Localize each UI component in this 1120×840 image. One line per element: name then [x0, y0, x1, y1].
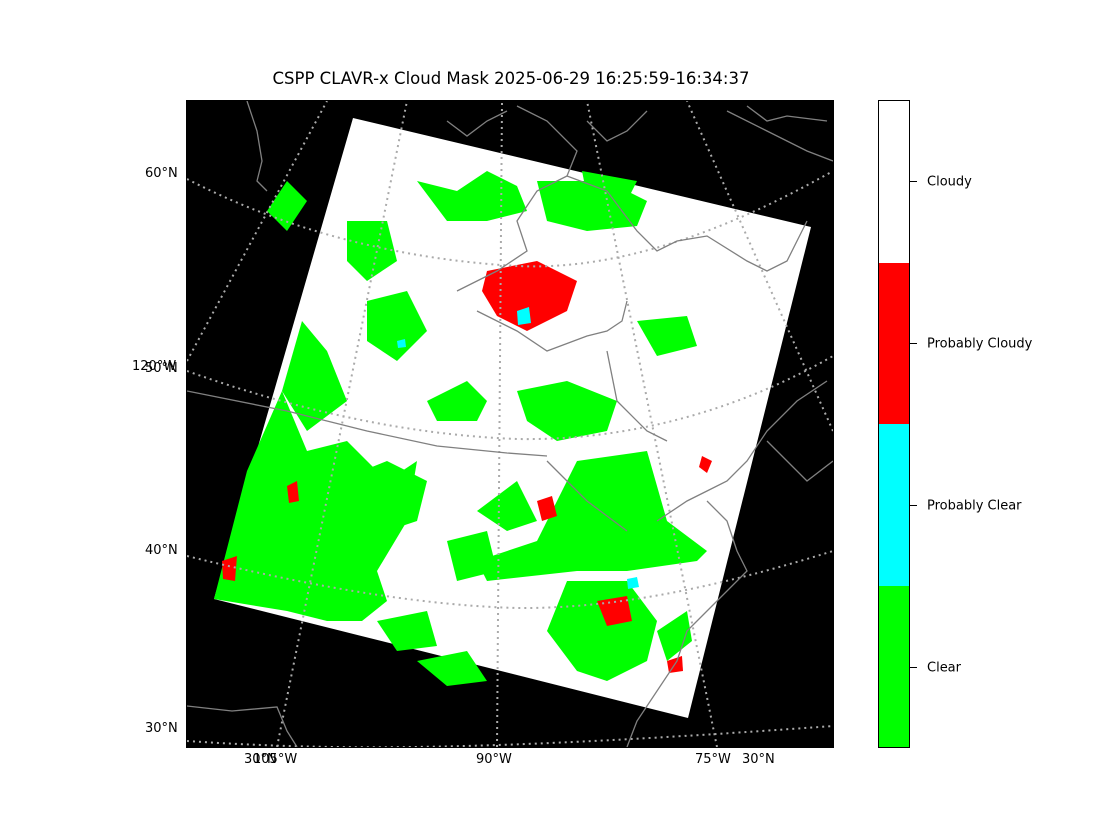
lat-label-50: 50°N	[145, 361, 178, 376]
coastlines-borders	[187, 101, 833, 747]
plot-title: CSPP CLAVR-x Cloud Mask 2025-06-29 16:25…	[272, 69, 750, 88]
map-canvas	[187, 101, 833, 747]
lon-label-120: 120°W	[132, 359, 177, 374]
colorbar-tick	[910, 667, 917, 668]
colorbar-tick	[910, 343, 917, 344]
legend-label-cloudy: Cloudy	[927, 174, 972, 190]
colorbar-segment-probably-clear	[879, 424, 909, 586]
clear-regions	[214, 171, 707, 686]
colorbar-segment-probably-cloudy	[879, 262, 909, 424]
legend-label-probably-cloudy: Probably Cloudy	[927, 336, 1033, 352]
colorbar-tick	[910, 505, 917, 506]
legend-label-probably-clear: Probably Clear	[927, 498, 1022, 514]
lat-label-30: 30°N	[145, 721, 178, 736]
legend-label-clear: Clear	[927, 660, 961, 676]
lat-label-40: 40°N	[145, 543, 178, 558]
lat-label-60: 60°N	[145, 166, 178, 181]
colorbar-segment-clear	[879, 585, 909, 747]
lon-label-90: 90°W	[476, 752, 512, 767]
bottom-label-30n-left: 30°N	[244, 752, 277, 767]
map-panel[interactable]	[186, 100, 834, 748]
colorbar-tick	[910, 181, 917, 182]
probably-cloudy-regions	[222, 261, 712, 673]
probably-clear-regions	[397, 307, 639, 589]
colorbar-segment-cloudy	[879, 101, 909, 263]
bottom-label-30n-right: 30°N	[742, 752, 775, 767]
colorbar	[878, 100, 910, 748]
lon-label-105: 105°W	[253, 752, 298, 767]
lon-label-75: 75°W	[695, 752, 731, 767]
graticule	[187, 101, 833, 747]
